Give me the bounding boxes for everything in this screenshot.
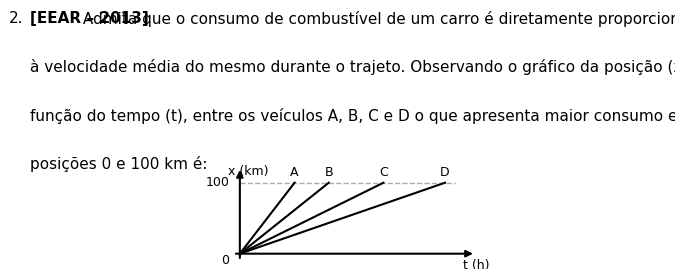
Text: [EEAR – 2013]: [EEAR – 2013] — [30, 11, 149, 26]
Text: D: D — [440, 166, 450, 179]
Text: 2.: 2. — [9, 11, 23, 26]
Text: posições 0 e 100 km é:: posições 0 e 100 km é: — [30, 156, 208, 172]
Text: C: C — [379, 166, 388, 179]
Text: Admita que o consumo de combustível de um carro é diretamente proporcional: Admita que o consumo de combustível de u… — [78, 11, 675, 27]
Text: x (km): x (km) — [227, 165, 268, 178]
Text: t (h): t (h) — [462, 259, 489, 269]
Text: B: B — [325, 166, 333, 179]
Text: A: A — [290, 166, 299, 179]
Text: à velocidade média do mesmo durante o trajeto. Observando o gráfico da posição (: à velocidade média do mesmo durante o tr… — [30, 59, 675, 75]
Text: 100: 100 — [206, 176, 230, 189]
Text: função do tempo (t), entre os veículos A, B, C e D o que apresenta maior consumo: função do tempo (t), entre os veículos A… — [30, 108, 675, 123]
Text: 0: 0 — [221, 254, 230, 267]
